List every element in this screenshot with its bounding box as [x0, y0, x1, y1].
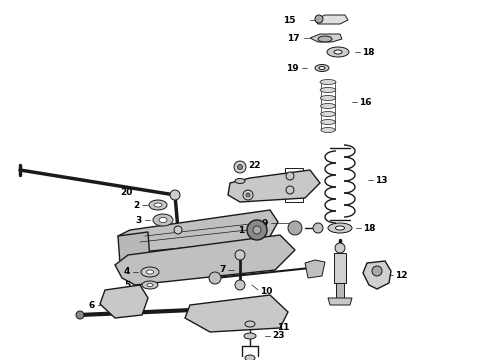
- Text: 22: 22: [248, 161, 261, 170]
- Circle shape: [315, 15, 323, 23]
- Circle shape: [243, 190, 253, 200]
- Text: 15: 15: [284, 15, 296, 24]
- Polygon shape: [363, 261, 391, 289]
- Ellipse shape: [320, 87, 336, 93]
- Polygon shape: [315, 15, 348, 24]
- Circle shape: [253, 226, 261, 234]
- Polygon shape: [185, 295, 288, 332]
- Text: 8: 8: [264, 179, 270, 188]
- Ellipse shape: [320, 112, 335, 117]
- Circle shape: [209, 272, 221, 284]
- Circle shape: [170, 190, 180, 200]
- Text: 5: 5: [124, 280, 130, 289]
- Circle shape: [313, 223, 323, 233]
- Text: 20: 20: [120, 188, 132, 197]
- Polygon shape: [100, 285, 148, 318]
- Text: 4: 4: [123, 267, 130, 276]
- Ellipse shape: [319, 67, 325, 69]
- Ellipse shape: [147, 270, 153, 274]
- Text: 11: 11: [277, 323, 290, 332]
- Circle shape: [76, 311, 84, 319]
- Text: 19: 19: [286, 63, 299, 72]
- Polygon shape: [228, 170, 320, 202]
- Text: 3: 3: [136, 216, 142, 225]
- Ellipse shape: [321, 127, 335, 132]
- Ellipse shape: [244, 333, 256, 339]
- Ellipse shape: [318, 36, 332, 42]
- Polygon shape: [305, 260, 325, 278]
- Text: 17: 17: [287, 33, 300, 42]
- Text: 1: 1: [238, 225, 244, 234]
- Ellipse shape: [328, 223, 352, 233]
- Text: 16: 16: [359, 98, 371, 107]
- Ellipse shape: [147, 284, 153, 287]
- Ellipse shape: [149, 200, 167, 210]
- Ellipse shape: [159, 217, 167, 222]
- Ellipse shape: [320, 104, 336, 108]
- Ellipse shape: [153, 214, 173, 226]
- Ellipse shape: [327, 47, 349, 57]
- Text: 18: 18: [363, 224, 375, 233]
- Ellipse shape: [336, 226, 344, 230]
- Ellipse shape: [321, 120, 335, 125]
- Circle shape: [286, 186, 294, 194]
- Text: 7: 7: [220, 266, 226, 274]
- Ellipse shape: [320, 95, 336, 100]
- Circle shape: [288, 221, 302, 235]
- Text: 14: 14: [375, 266, 388, 274]
- Bar: [336, 283, 344, 298]
- Text: 6: 6: [89, 301, 95, 310]
- Text: 10: 10: [260, 287, 272, 296]
- Ellipse shape: [245, 321, 255, 327]
- Ellipse shape: [320, 80, 336, 85]
- Circle shape: [247, 220, 267, 240]
- Text: 18: 18: [362, 48, 374, 57]
- Text: 21: 21: [256, 190, 269, 199]
- Text: 9: 9: [262, 219, 268, 228]
- Text: 23: 23: [272, 332, 285, 341]
- Ellipse shape: [315, 64, 329, 72]
- Text: 12: 12: [395, 270, 408, 279]
- Circle shape: [335, 243, 345, 253]
- Text: 13: 13: [375, 176, 388, 185]
- Polygon shape: [118, 210, 278, 252]
- Circle shape: [235, 250, 245, 260]
- Ellipse shape: [141, 267, 159, 277]
- Circle shape: [372, 266, 382, 276]
- Bar: [334, 253, 346, 283]
- Polygon shape: [328, 298, 352, 305]
- Circle shape: [235, 280, 245, 290]
- Bar: [285, 168, 303, 202]
- Ellipse shape: [154, 203, 162, 207]
- Ellipse shape: [235, 179, 245, 184]
- Polygon shape: [115, 235, 295, 285]
- Ellipse shape: [334, 50, 342, 54]
- Circle shape: [238, 165, 243, 170]
- Circle shape: [174, 226, 182, 234]
- Circle shape: [286, 172, 294, 180]
- Circle shape: [246, 193, 250, 197]
- Circle shape: [234, 161, 246, 173]
- Ellipse shape: [245, 355, 255, 360]
- Polygon shape: [118, 232, 150, 264]
- Text: 2: 2: [133, 201, 139, 210]
- Polygon shape: [310, 34, 342, 42]
- Ellipse shape: [142, 281, 158, 289]
